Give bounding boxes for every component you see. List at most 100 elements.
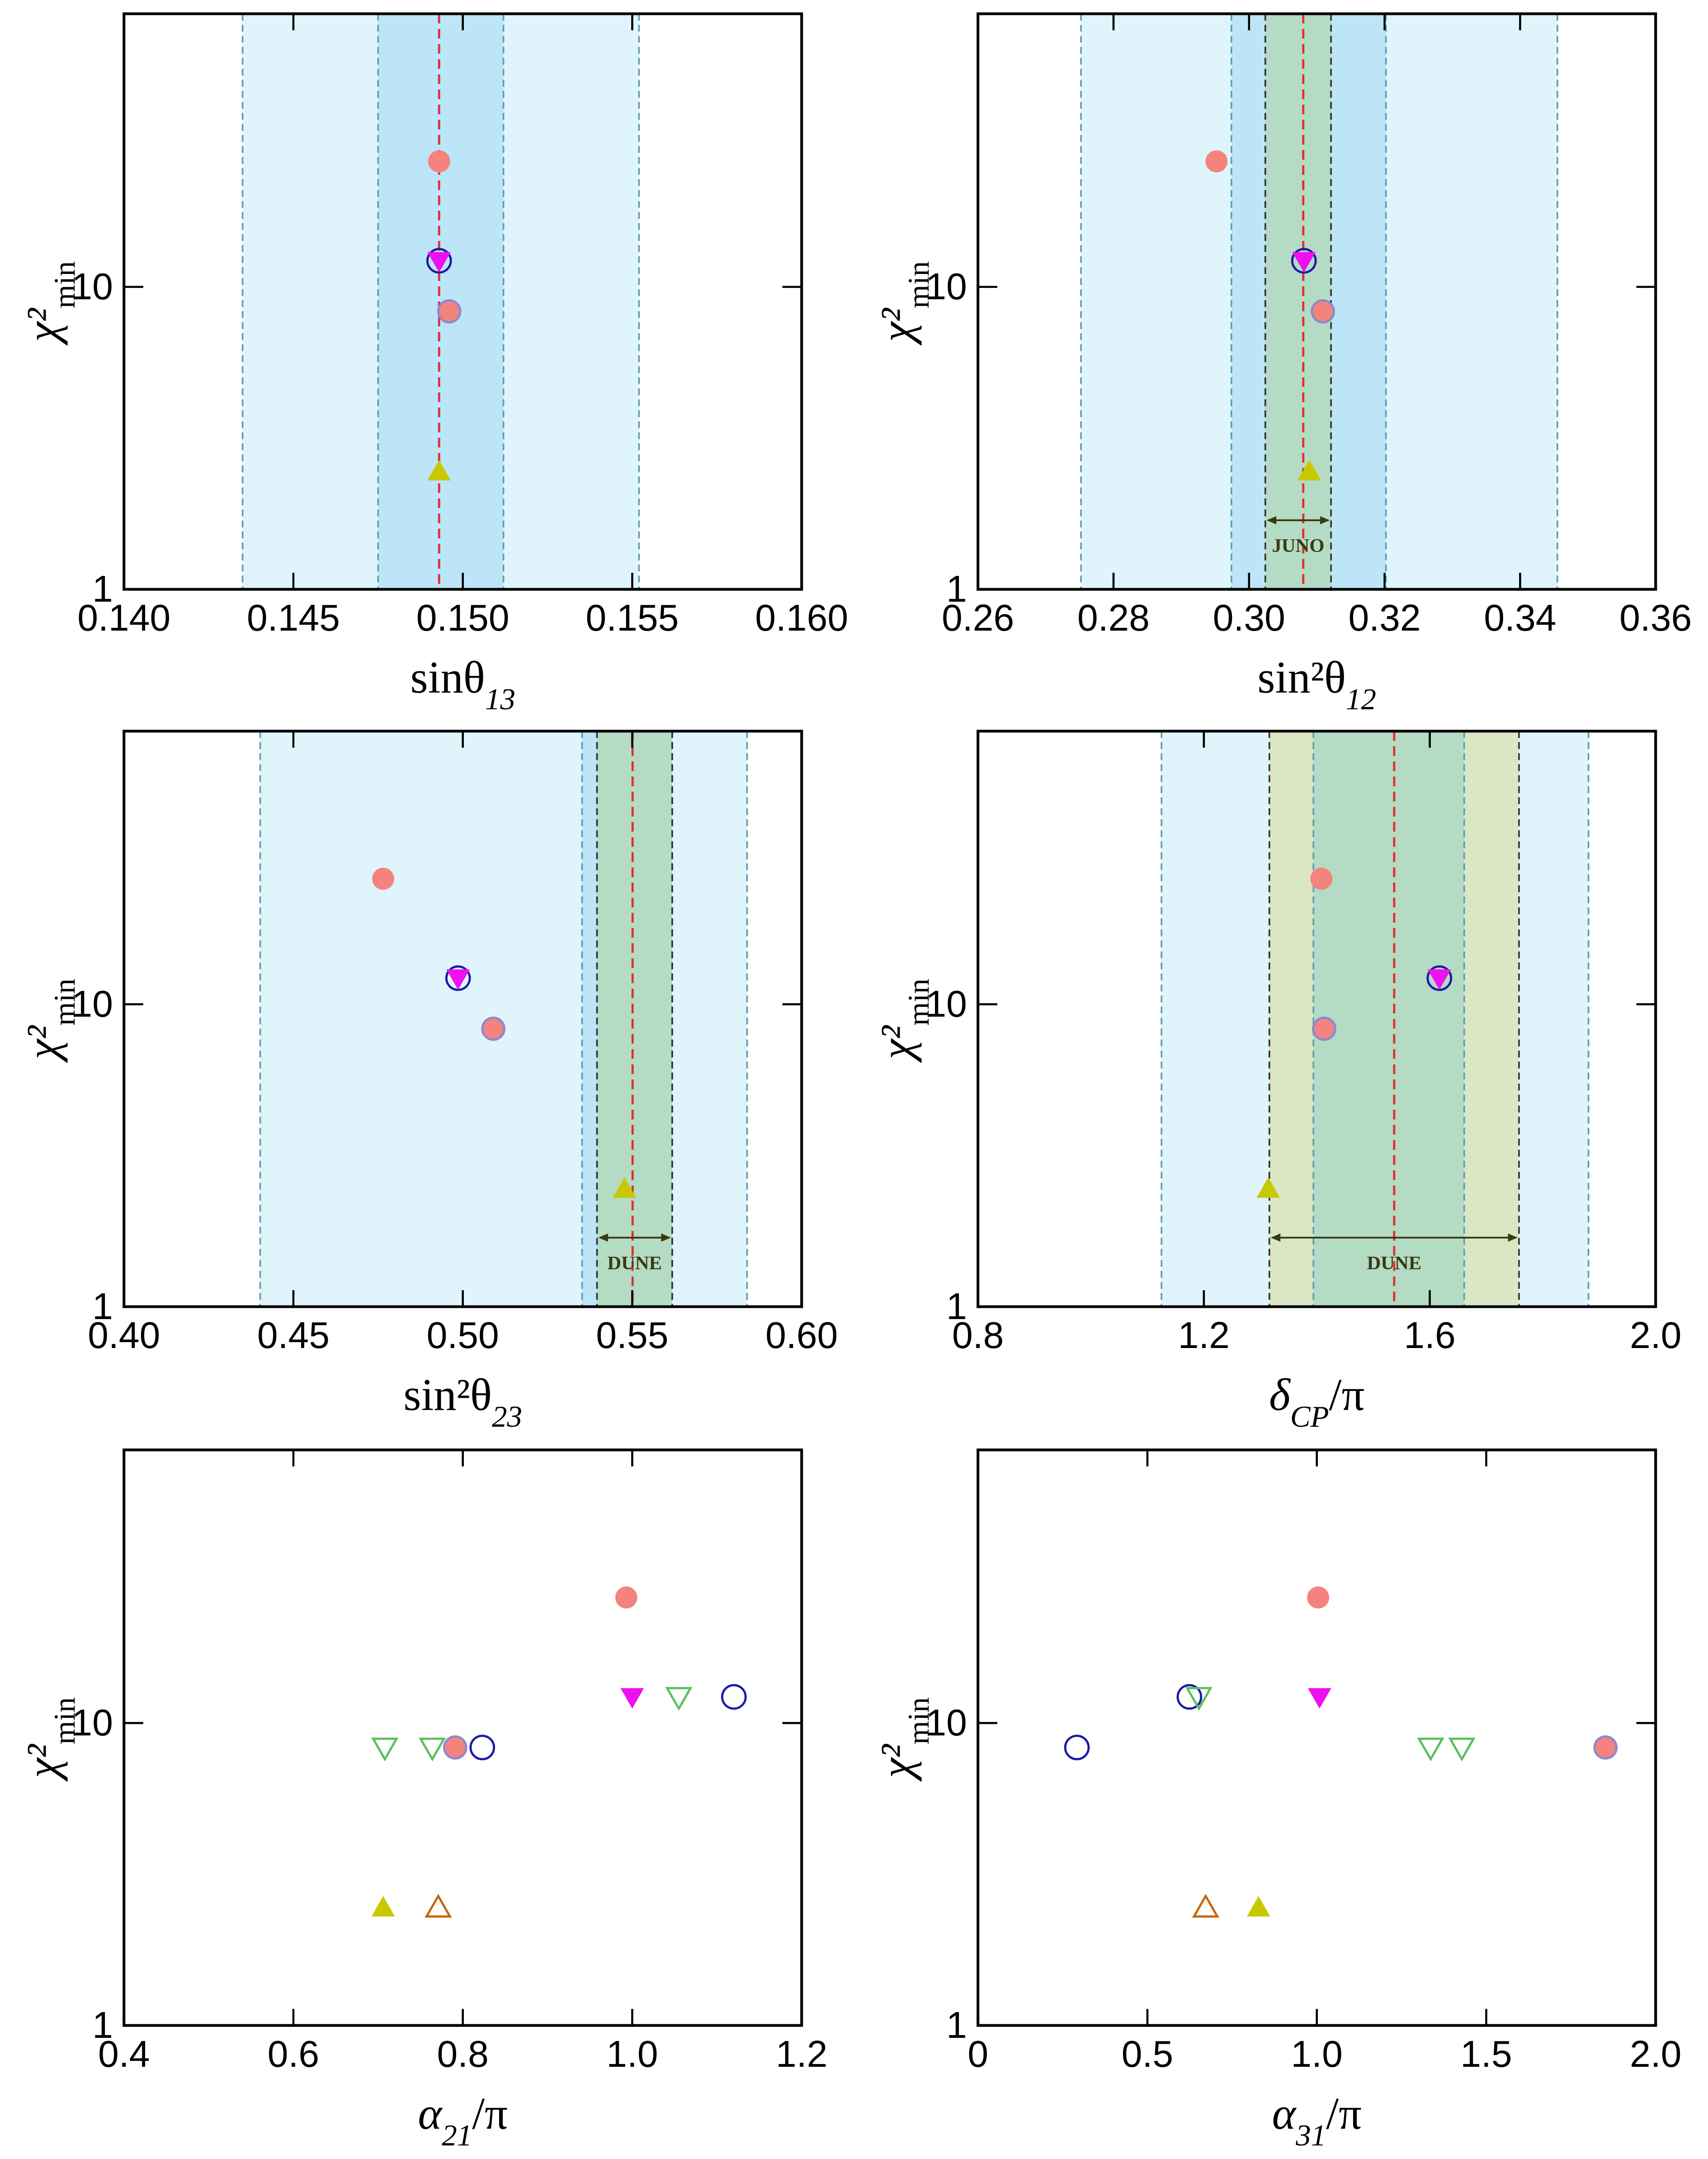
point (665, 1687, 693, 1711)
x-tick-label: 0.36 (1619, 598, 1692, 639)
x-tick-label: 0.55 (596, 1315, 668, 1356)
point (1311, 299, 1335, 324)
x-tick-label: 0.4 (98, 2034, 150, 2075)
axes-frame (977, 730, 1657, 1308)
x-tick-label: 1.5 (1460, 2034, 1512, 2075)
point (1256, 1177, 1280, 1198)
x-tick-label: 0.155 (586, 598, 679, 639)
y-axis-label-part: min (902, 979, 935, 1026)
point (1307, 1586, 1330, 1609)
x-tick-label: 0.40 (88, 1315, 160, 1356)
x-tick-label: 1.0 (1291, 2034, 1343, 2075)
x-axis-label: sinθ13 (410, 652, 515, 716)
y-tick-label: 1 (946, 2005, 967, 2046)
x-tick-label: 0.145 (247, 598, 340, 639)
axes-frame (977, 1448, 1657, 2027)
y-axis-label: χ²min (17, 1697, 81, 1782)
x-tick-label: 0.28 (1077, 598, 1150, 639)
point (615, 1586, 637, 1609)
x-axis-label-part: /π (472, 2088, 508, 2139)
point (469, 1735, 495, 1760)
point (1192, 1894, 1219, 1918)
x-tick-label: 0.50 (427, 1315, 499, 1356)
x-tick-label: 2.0 (1630, 1315, 1681, 1356)
x-axis-label-part: CP (1290, 1400, 1329, 1433)
point (1417, 1737, 1444, 1762)
x-axis-label-part: 13 (485, 683, 515, 716)
y-tick-label: 1 (92, 2005, 113, 2046)
x-tick-label: 0.34 (1484, 598, 1556, 639)
range-label: JUNO (1272, 535, 1324, 556)
panel: 0.4 0.6 0.8 1.0 1.2 1 10 α21/π χ²min (17, 1448, 827, 2152)
y-axis-label: χ²min (871, 261, 935, 346)
x-axis-label: sin²θ23 (403, 1369, 522, 1433)
x-axis-label: α31/π (1272, 2088, 1361, 2152)
axes-frame (123, 1448, 803, 2027)
x-axis-label-part: /π (1329, 1369, 1365, 1420)
point (1307, 1688, 1331, 1709)
x-axis-label-part: α (1272, 2088, 1297, 2139)
y-axis-label-part: min (902, 261, 935, 308)
panel: DUNE 0.8 1.2 1.6 2.0 1 10 δCP/π χ²min (871, 730, 1681, 1433)
point (1427, 969, 1451, 990)
point (1291, 248, 1317, 274)
x-tick-label: 0.60 (765, 1315, 838, 1356)
y-axis-label-part: χ² (17, 1025, 68, 1063)
x-tick-label: 0 (967, 2034, 988, 2075)
x-tick-label: 1.2 (1178, 1315, 1230, 1356)
band (1313, 731, 1464, 1307)
y-axis-label-part: χ² (871, 1744, 922, 1782)
y-axis-label-part: χ² (871, 1025, 922, 1063)
point (1310, 867, 1333, 890)
point (371, 1737, 399, 1762)
panel: 0.140 0.145 0.150 0.155 0.160 1 10 sinθ13 χ²min (17, 12, 848, 716)
x-tick-label: 1.0 (606, 2034, 658, 2075)
x-axis-label-part: 21 (442, 2119, 472, 2152)
y-tick-label: 10 (71, 984, 113, 1025)
y-axis-label-part: χ² (17, 307, 68, 346)
point (437, 299, 462, 324)
point (372, 867, 394, 890)
y-tick-label: 10 (71, 266, 113, 307)
y-axis-label: χ²min (17, 979, 81, 1064)
x-tick-label: 0.6 (268, 2034, 319, 2075)
y-axis-label-part: min (902, 1697, 935, 1744)
point (443, 1735, 467, 1760)
point (1593, 1735, 1618, 1760)
point (1292, 252, 1316, 273)
x-tick-label: 1.2 (776, 2034, 827, 2075)
y-tick-label: 1 (92, 569, 113, 610)
panel: 0 0.5 1.0 1.5 2.0 1 10 α31/π χ²min (871, 1448, 1681, 2152)
point (419, 1737, 446, 1762)
y-tick-label: 10 (925, 266, 967, 307)
band (378, 14, 504, 589)
point (425, 1894, 452, 1918)
x-tick-label: 0.8 (437, 2034, 489, 2075)
x-tick-label: 0.8 (952, 1315, 1004, 1356)
y-axis-label-part: min (48, 979, 81, 1026)
point (1448, 1737, 1476, 1762)
y-tick-label: 10 (925, 1702, 967, 1744)
point (1064, 1735, 1090, 1760)
x-axis-label-part: 12 (1346, 683, 1376, 716)
point (1205, 150, 1228, 173)
x-axis-label-part: sin²θ (1257, 652, 1346, 702)
range-label: DUNE (1367, 1253, 1421, 1274)
x-tick-label: 0.140 (77, 598, 170, 639)
point (620, 1688, 644, 1709)
x-axis-label-part: sinθ (410, 652, 485, 702)
point (371, 1896, 395, 1917)
point (446, 969, 470, 990)
x-axis-label: α21/π (418, 2088, 507, 2152)
panel: JUNO 0.26 0.28 0.30 0.32 0.34 0.36 1 10 sin²θ12 χ²… (871, 12, 1692, 716)
x-axis-label-part: 23 (492, 1400, 522, 1433)
x-tick-label: 0.5 (1122, 2034, 1173, 2075)
y-tick-label: 10 (925, 984, 967, 1025)
axes-frame (977, 12, 1657, 591)
x-tick-label: 0.30 (1213, 598, 1285, 639)
band (260, 731, 747, 1307)
y-tick-label: 10 (71, 1702, 113, 1744)
x-tick-label: 1.6 (1404, 1315, 1455, 1356)
x-axis-label: sin²θ12 (1257, 652, 1376, 716)
